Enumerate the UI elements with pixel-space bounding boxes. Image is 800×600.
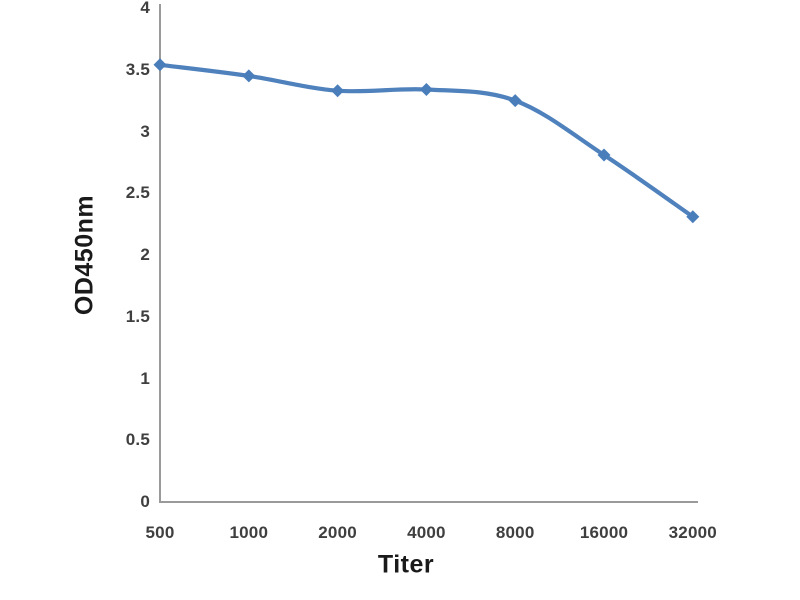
data-point-marker [597, 148, 611, 162]
x-tick-label: 4000 [407, 523, 446, 542]
x-tick-label: 1000 [229, 523, 269, 542]
y-tick-label: 3.5 [125, 59, 150, 79]
y-tick-label: 0.5 [125, 430, 150, 450]
x-tick-label: 8000 [495, 523, 535, 542]
x-tick-label: 32000 [668, 523, 717, 542]
axis-lines [159, 4, 698, 503]
data-point-marker [419, 83, 433, 97]
y-tick-label: 3 [140, 121, 150, 141]
y-tick-label: 2.5 [125, 183, 150, 203]
y-tick-label: 2 [140, 245, 150, 264]
y-tick-label: 0 [140, 492, 150, 511]
data-point-marker [508, 94, 522, 108]
data-point-marker [242, 69, 256, 83]
data-point-marker [153, 58, 167, 72]
x-tick-label: 2000 [318, 523, 357, 542]
y-tick-label: 1 [140, 368, 150, 388]
y-tick-label: 1.5 [125, 306, 150, 326]
data-point-marker [686, 210, 700, 224]
x-axis-title: Titer [377, 550, 435, 579]
y-tick-label: 4 [140, 0, 150, 17]
x-tick-label: 500 [145, 523, 175, 542]
data-point-marker [331, 84, 345, 98]
x-tick-label: 16000 [579, 523, 629, 542]
